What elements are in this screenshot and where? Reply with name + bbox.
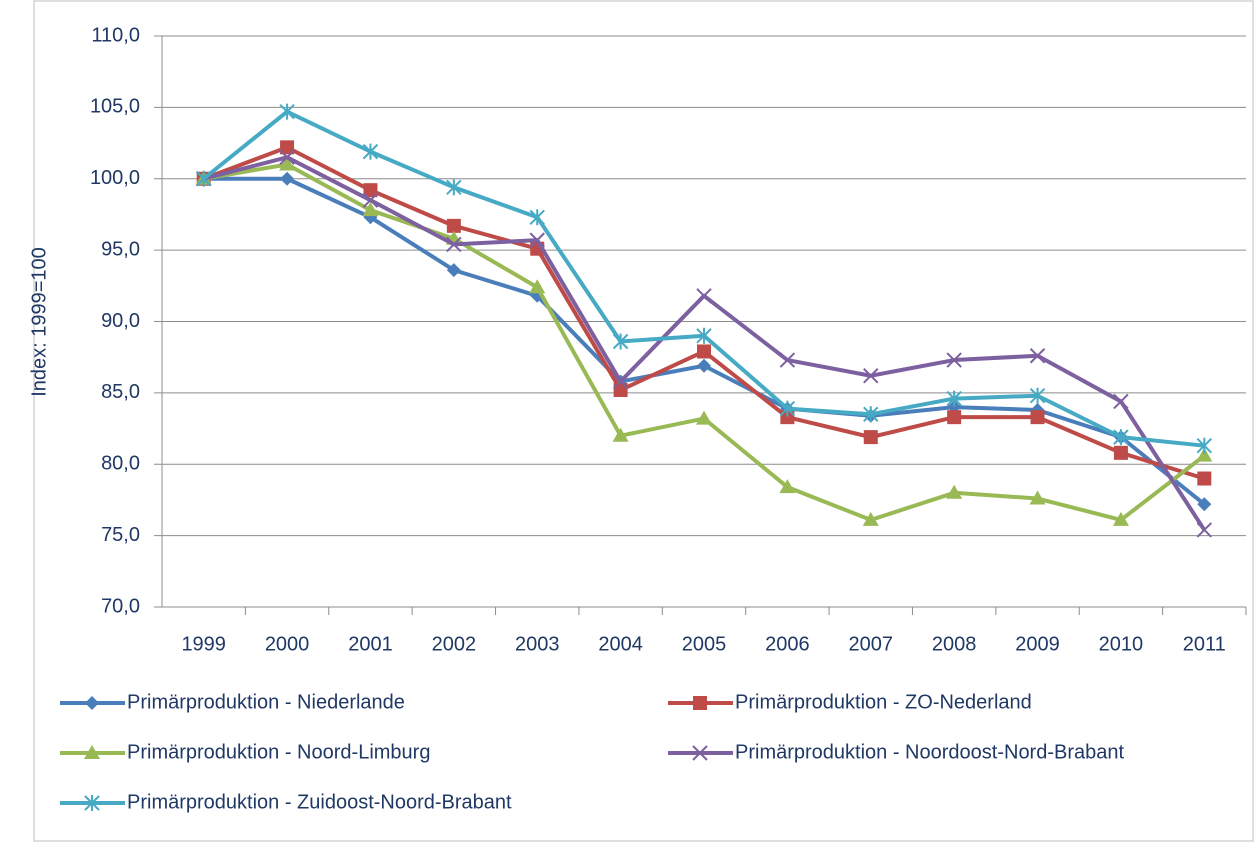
data-point [446, 236, 462, 253]
data-point [1197, 471, 1212, 486]
x-tick-label: 2004 [598, 633, 643, 655]
data-point [363, 183, 378, 198]
y-tick-label: 85,0 [101, 381, 140, 403]
data-point [279, 103, 295, 120]
data-point [362, 192, 379, 208]
data-point [446, 179, 462, 196]
data-point [279, 156, 296, 171]
x-tick-label: 2009 [1015, 633, 1060, 655]
y-tick-label: 110,0 [91, 24, 140, 46]
data-point [946, 484, 963, 499]
data-point [1196, 522, 1213, 538]
data-point [1113, 445, 1128, 460]
x-tick-label: 2000 [265, 633, 310, 655]
data-point [1197, 497, 1212, 512]
data-point [529, 209, 545, 226]
data-point [446, 218, 461, 233]
data-point [1196, 437, 1213, 454]
data-point [863, 368, 879, 384]
x-tick-label: 2011 [1183, 633, 1226, 655]
data-point [446, 263, 461, 278]
data-point [697, 344, 711, 359]
legend-label: Primärproduktion - Niederlande [127, 691, 405, 713]
data-point [696, 410, 712, 425]
legend-marker [692, 745, 708, 761]
data-point [1029, 490, 1046, 505]
x-tick-label: 2008 [932, 633, 977, 655]
y-tick-label: 100,0 [90, 167, 140, 189]
y-tick-label: 95,0 [101, 238, 140, 260]
data-point [1030, 410, 1045, 425]
data-point [1113, 393, 1129, 410]
data-point [696, 327, 712, 344]
data-point [612, 373, 629, 390]
data-point [280, 171, 295, 186]
y-tick-label: 70,0 [101, 595, 140, 617]
legend-label: Primärproduktion - Noordoost-Nord-Braban… [735, 741, 1124, 763]
y-tick-label: 80,0 [101, 453, 140, 475]
data-point [362, 202, 379, 217]
data-point [529, 279, 546, 294]
y-tick-label: 90,0 [101, 310, 140, 332]
data-point [947, 410, 962, 425]
data-point [946, 352, 962, 368]
legend-label: Primärproduktion - ZO-Nederland [735, 691, 1032, 713]
data-point [862, 511, 879, 526]
data-point [613, 383, 628, 398]
x-tick-label: 1999 [181, 633, 226, 655]
data-point [612, 427, 629, 442]
legend-marker [84, 795, 100, 811]
legend-label: Primärproduktion - Noord-Limburg [127, 741, 430, 763]
data-point [1196, 447, 1213, 462]
data-point [612, 333, 629, 350]
x-tick-label: 2001 [348, 633, 393, 655]
data-point [779, 352, 796, 368]
data-point [863, 406, 879, 423]
x-tick-label: 2006 [765, 633, 810, 655]
x-tick-label: 2007 [849, 633, 894, 655]
data-point [780, 410, 795, 425]
x-tick-label: 2002 [432, 633, 477, 655]
data-point [279, 149, 295, 166]
data-point [779, 479, 796, 494]
x-tick-label: 2005 [682, 633, 727, 655]
data-point [697, 358, 711, 373]
y-tick-label: 105,0 [90, 96, 140, 118]
data-point [280, 140, 295, 155]
data-point [1029, 348, 1046, 364]
data-point [1029, 387, 1046, 404]
legend-marker [84, 745, 100, 759]
legend-marker [85, 696, 99, 710]
data-point [195, 170, 212, 187]
x-tick-label: 2010 [1099, 633, 1144, 655]
data-point [863, 430, 878, 445]
data-point [779, 400, 796, 417]
y-tick-label: 75,0 [101, 524, 140, 546]
y-axis-label: Index: 1999=100 [28, 247, 50, 397]
data-point [529, 232, 545, 248]
legend-marker [693, 696, 707, 710]
legend-label: Primärproduktion - Zuidoost-Noord-Braban… [127, 791, 512, 813]
data-point [1112, 511, 1129, 526]
data-point [362, 143, 379, 160]
data-point [1113, 429, 1129, 446]
data-point [696, 288, 712, 304]
data-point [946, 390, 962, 407]
x-tick-label: 2003 [515, 633, 560, 655]
